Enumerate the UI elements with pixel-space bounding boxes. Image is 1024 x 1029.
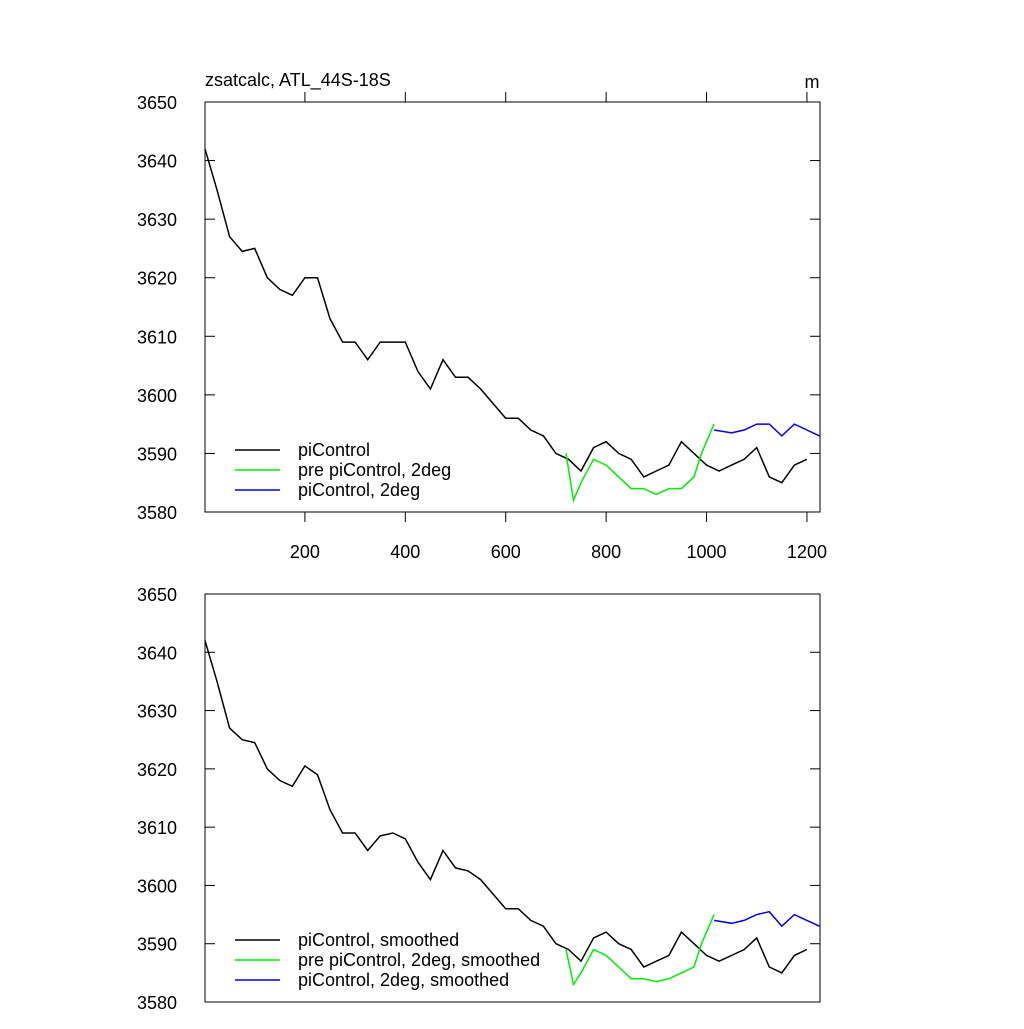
y-tick-label: 3580 (137, 993, 177, 1013)
series-line (713, 423, 820, 437)
y-tick-label: 3590 (137, 935, 177, 955)
legend-label: piControl (298, 440, 370, 460)
y-tick-label: 3650 (137, 585, 177, 605)
y-tick-label: 3630 (137, 210, 177, 230)
plot-frame (204, 593, 821, 1003)
y-tick-label: 3620 (137, 760, 177, 780)
chart-title: zsatcalc, ATL_44S-18S (205, 70, 391, 91)
plot-frame (204, 101, 821, 513)
series-line (565, 914, 715, 987)
y-tick-label: 3600 (137, 876, 177, 896)
legend-label: piControl, 2deg (298, 480, 420, 500)
y-tick-label: 3590 (137, 444, 177, 464)
x-tick-label: 400 (390, 542, 420, 562)
x-tick-label: 800 (591, 542, 621, 562)
series-line (204, 148, 808, 484)
legend-label: piControl, smoothed (298, 930, 459, 950)
y-tick-label: 3610 (137, 818, 177, 838)
legend-label: pre piControl, 2deg, smoothed (298, 950, 540, 970)
y-tick-label: 3650 (137, 93, 177, 113)
x-tick-label: 1200 (787, 542, 827, 562)
series-line (204, 640, 808, 974)
series-line (713, 910, 820, 928)
y-tick-label: 3640 (137, 152, 177, 172)
y-units: m (805, 72, 820, 92)
legend-label: pre piControl, 2deg (298, 460, 451, 480)
legend-label: piControl, 2deg, smoothed (298, 970, 509, 990)
y-tick-label: 3630 (137, 702, 177, 722)
y-tick-label: 3620 (137, 269, 177, 289)
y-tick-label: 3610 (137, 327, 177, 347)
x-tick-label: 1000 (687, 542, 727, 562)
y-tick-label: 3640 (137, 643, 177, 663)
y-tick-label: 3600 (137, 386, 177, 406)
series-line (565, 423, 715, 503)
y-tick-label: 3580 (137, 503, 177, 523)
x-tick-label: 600 (491, 542, 521, 562)
x-tick-label: 200 (290, 542, 320, 562)
